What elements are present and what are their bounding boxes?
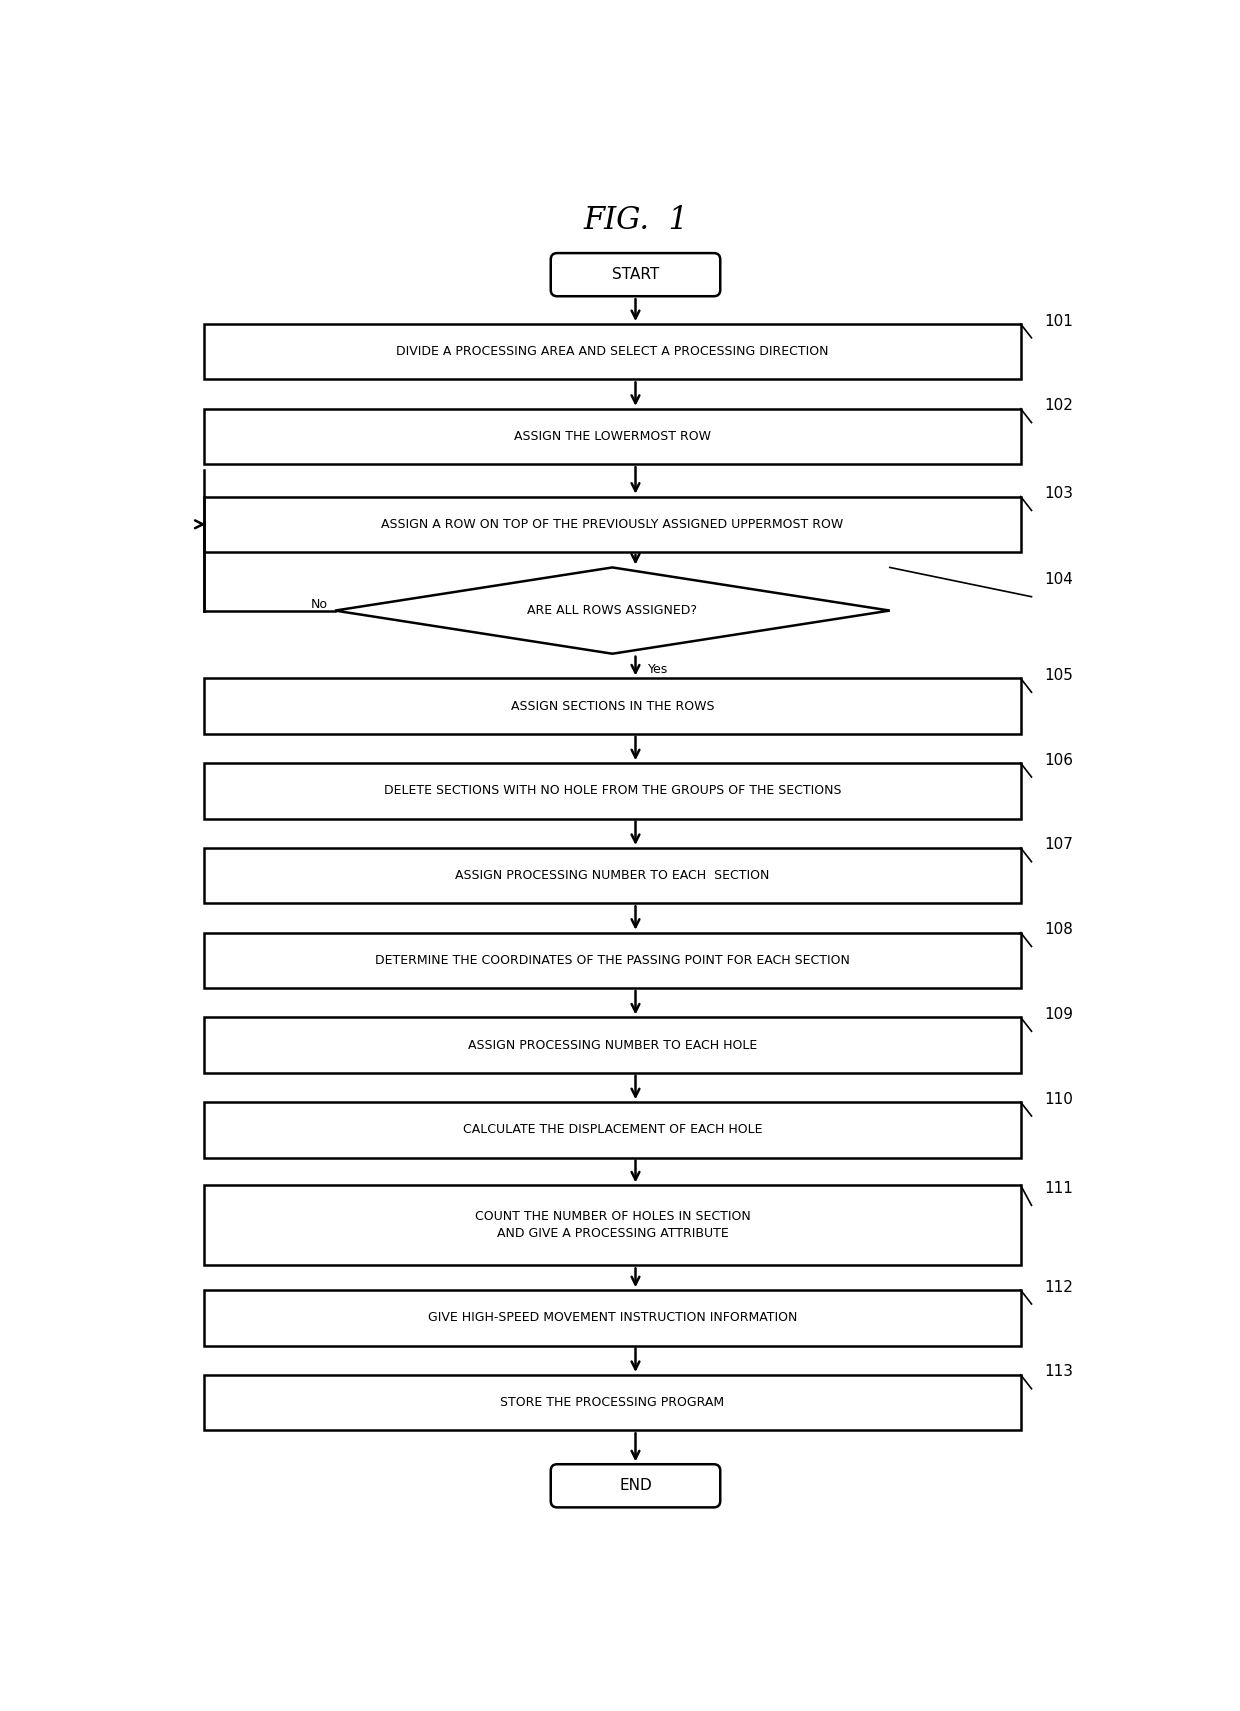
Polygon shape [335,568,890,654]
Bar [205,932,1021,987]
Bar [205,1018,1021,1073]
Text: 101: 101 [1044,313,1073,329]
Text: 108: 108 [1044,922,1073,938]
Text: FIG.  1: FIG. 1 [583,205,688,236]
Text: START: START [611,267,660,282]
Text: COUNT THE NUMBER OF HOLES IN SECTION
AND GIVE A PROCESSING ATTRIBUTE: COUNT THE NUMBER OF HOLES IN SECTION AND… [475,1210,750,1240]
Bar [205,1186,1021,1266]
Text: 105: 105 [1044,667,1073,683]
Text: DETERMINE THE COORDINATES OF THE PASSING POINT FOR EACH SECTION: DETERMINE THE COORDINATES OF THE PASSING… [374,953,849,967]
Text: STORE THE PROCESSING PROGRAM: STORE THE PROCESSING PROGRAM [500,1396,724,1410]
Text: No: No [310,597,327,611]
Text: END: END [619,1478,652,1494]
Bar [205,678,1021,734]
Text: 103: 103 [1044,486,1073,501]
Text: DIVIDE A PROCESSING AREA AND SELECT A PROCESSING DIRECTION: DIVIDE A PROCESSING AREA AND SELECT A PR… [396,346,828,358]
Text: ASSIGN THE LOWERMOST ROW: ASSIGN THE LOWERMOST ROW [513,429,711,443]
Text: DELETE SECTIONS WITH NO HOLE FROM THE GROUPS OF THE SECTIONS: DELETE SECTIONS WITH NO HOLE FROM THE GR… [383,784,841,797]
FancyBboxPatch shape [551,253,720,296]
Text: ASSIGN PROCESSING NUMBER TO EACH  SECTION: ASSIGN PROCESSING NUMBER TO EACH SECTION [455,869,770,883]
Bar [205,1102,1021,1158]
Text: 112: 112 [1044,1280,1073,1295]
Text: 113: 113 [1044,1364,1073,1379]
Text: CALCULATE THE DISPLACEMENT OF EACH HOLE: CALCULATE THE DISPLACEMENT OF EACH HOLE [463,1124,763,1136]
Text: ARE ALL ROWS ASSIGNED?: ARE ALL ROWS ASSIGNED? [527,604,697,618]
Text: 102: 102 [1044,399,1073,414]
Bar [205,1376,1021,1430]
Text: 109: 109 [1044,1008,1073,1021]
Text: ASSIGN PROCESSING NUMBER TO EACH HOLE: ASSIGN PROCESSING NUMBER TO EACH HOLE [467,1039,756,1052]
Text: 104: 104 [1044,573,1073,587]
Text: Yes: Yes [647,662,668,676]
Bar [205,849,1021,903]
Bar [205,323,1021,380]
Text: 111: 111 [1044,1181,1073,1196]
Text: ASSIGN A ROW ON TOP OF THE PREVIOUSLY ASSIGNED UPPERMOST ROW: ASSIGN A ROW ON TOP OF THE PREVIOUSLY AS… [381,518,843,530]
Bar [205,496,1021,553]
Text: 110: 110 [1044,1092,1073,1107]
Text: 107: 107 [1044,837,1073,852]
Text: 106: 106 [1044,753,1073,768]
Bar [205,1290,1021,1345]
FancyBboxPatch shape [551,1465,720,1507]
Bar [205,409,1021,464]
Bar [205,763,1021,818]
Text: ASSIGN SECTIONS IN THE ROWS: ASSIGN SECTIONS IN THE ROWS [511,700,714,712]
Text: GIVE HIGH-SPEED MOVEMENT INSTRUCTION INFORMATION: GIVE HIGH-SPEED MOVEMENT INSTRUCTION INF… [428,1311,797,1324]
